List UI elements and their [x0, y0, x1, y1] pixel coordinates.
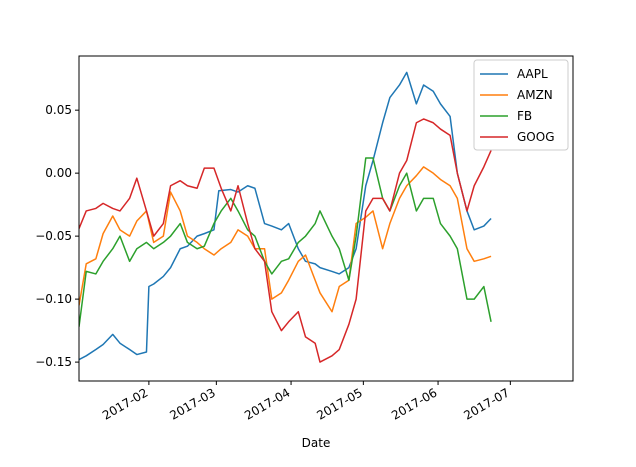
legend: AAPL AMZN FB GOOG [473, 59, 569, 151]
series-line-goog [79, 118, 492, 363]
y-tick-label: −0.15 [35, 355, 72, 369]
legend-label-goog: GOOG [517, 130, 555, 144]
legend-label-fb: FB [517, 109, 532, 123]
y-axis: 0.05 0.00 −0.05 −0.10 −0.15 [35, 103, 79, 369]
x-axis-label: Date [302, 436, 331, 450]
y-tick-label: −0.10 [35, 292, 72, 306]
y-tick-label: −0.05 [35, 229, 72, 243]
series-layer [79, 71, 492, 363]
plot-area [79, 71, 492, 363]
legend-label-amzn: AMZN [517, 88, 553, 102]
y-tick-label: 0.05 [45, 103, 72, 117]
series-line-fb [79, 157, 492, 327]
axes-frame [78, 55, 574, 382]
series-line-aapl [79, 71, 492, 361]
legend-box [473, 59, 569, 151]
legend-label-aapl: AAPL [517, 67, 548, 81]
y-tick-label: 0.00 [45, 166, 72, 180]
